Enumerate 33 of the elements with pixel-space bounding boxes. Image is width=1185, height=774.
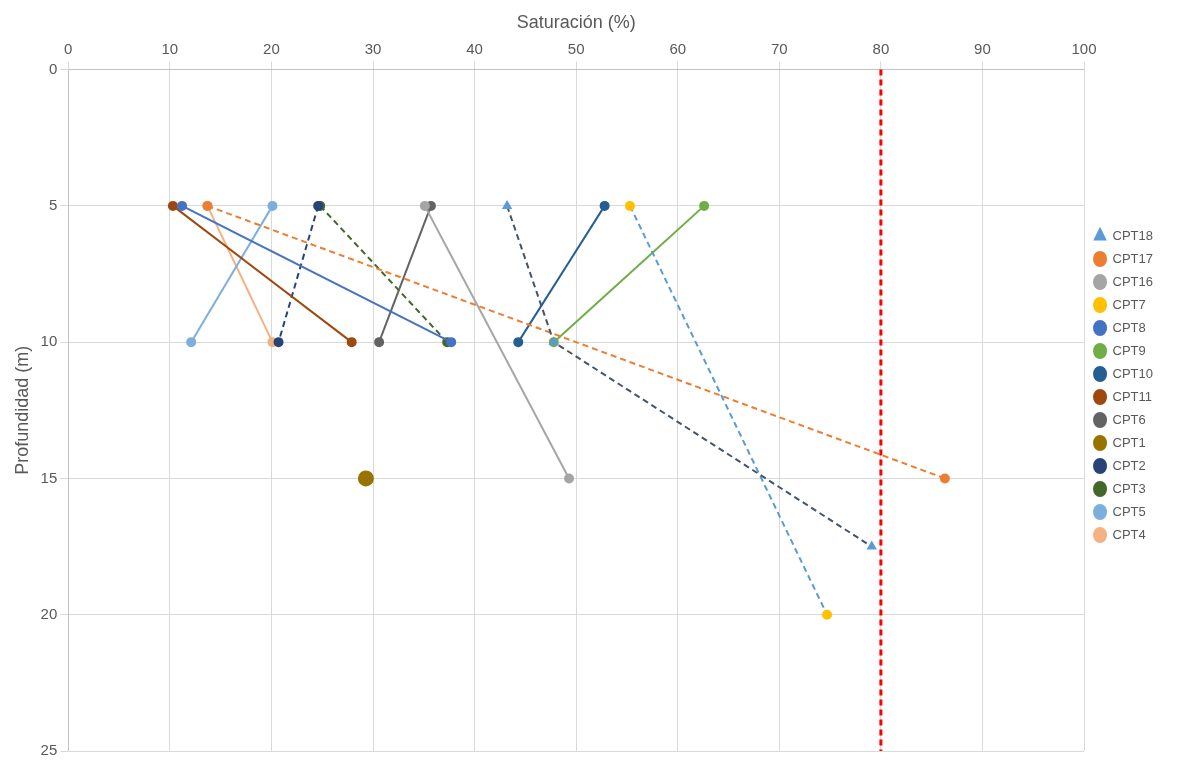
y-tick-label: 15 <box>40 468 58 486</box>
legend-label: CPT11 <box>1112 388 1153 404</box>
legend-label: CPT6 <box>1112 411 1146 427</box>
legend-label: CPT8 <box>1112 319 1146 335</box>
x-tick-label: 60 <box>669 39 687 57</box>
legend-label: CPT17 <box>1112 250 1154 266</box>
x-tick-label: 100 <box>1071 39 1097 57</box>
y-axis-title: Profundidad (m) <box>11 345 32 475</box>
y-tick-label: 20 <box>40 604 58 622</box>
legend-label: CPT2 <box>1112 457 1146 473</box>
legend-label: CPT4 <box>1112 526 1146 542</box>
y-tick-label: 0 <box>48 59 58 77</box>
legend-label: CPT1 <box>1112 434 1146 450</box>
x-tick-label: 0 <box>64 39 73 57</box>
x-tick-label: 80 <box>872 39 890 57</box>
y-tick-label: 5 <box>48 196 58 214</box>
x-tick-label: 10 <box>161 39 179 57</box>
x-tick-label: 30 <box>364 39 382 57</box>
x-tick-label: 20 <box>263 39 280 57</box>
x-tick-label: 70 <box>770 39 788 57</box>
x-axis-title: Saturación (%) <box>516 11 636 32</box>
legend-label: CPT16 <box>1112 273 1154 289</box>
y-tick-label: 25 <box>40 741 58 759</box>
legend-label: CPT18 <box>1112 227 1154 243</box>
x-tick-label: 50 <box>567 39 585 57</box>
legend-label: CPT7 <box>1112 296 1146 312</box>
legend-label: CPT10 <box>1112 365 1154 381</box>
y-tick-label: 10 <box>40 332 58 350</box>
x-tick-label: 90 <box>974 39 991 57</box>
legend-label: CPT5 <box>1112 503 1146 519</box>
legend-label: CPT9 <box>1112 342 1146 358</box>
x-tick-label: 40 <box>466 39 483 57</box>
legend-label: CPT3 <box>1112 480 1146 496</box>
